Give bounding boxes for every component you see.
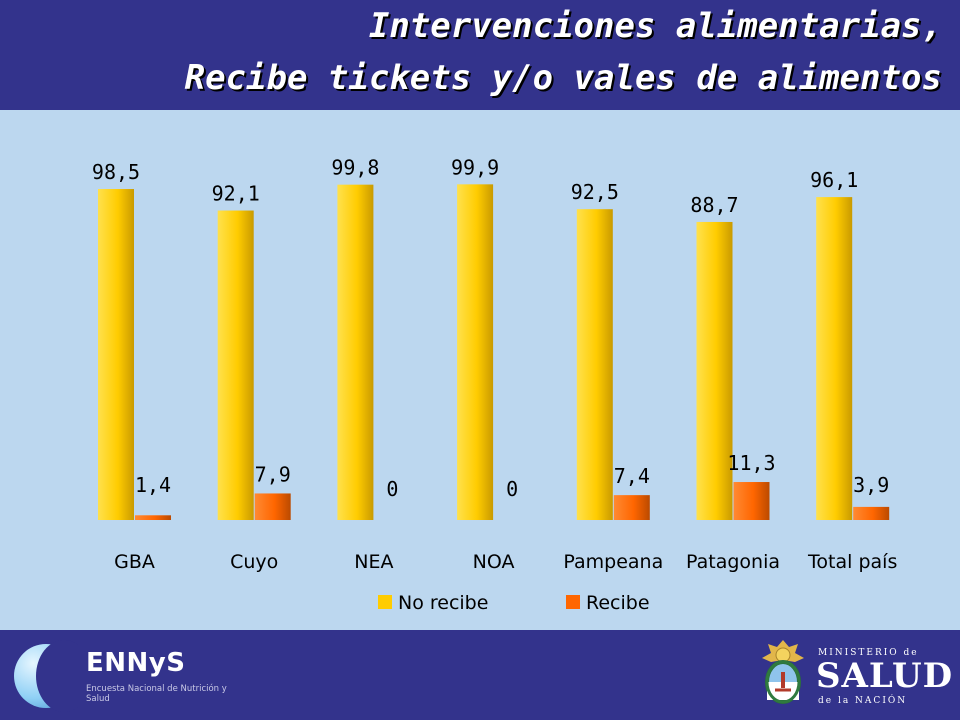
value-label-no-recibe-0: 98,5	[92, 160, 140, 184]
bar-no-recibe-1	[217, 210, 254, 520]
bars-group	[98, 184, 890, 520]
x-tick-label-0: GBA	[114, 551, 155, 573]
x-tick-labels-group: GBA Cuyo NEA NOA Pampeana Patagonia Total país	[114, 551, 897, 573]
value-label-no-recibe-1: 92,1	[212, 182, 260, 206]
value-labels-group: 98,5 1,4 92,1 7,9 99,8 0 99,9 0 92,5 7,4 88,7 11,3 9…	[92, 155, 889, 501]
value-label-recibe-3: 0	[506, 477, 518, 501]
value-label-recibe-5: 11,3	[727, 451, 775, 475]
legend-swatch-no-recibe	[378, 595, 392, 609]
bar-recibe-4	[613, 495, 650, 520]
bar-recibe-0	[135, 515, 171, 520]
value-label-recibe-1: 7,9	[255, 462, 291, 486]
legend-label-recibe: Recibe	[586, 592, 650, 614]
bar-no-recibe-3	[457, 184, 494, 520]
x-tick-label-2: NEA	[354, 551, 393, 573]
ennys-logo: ENNyS Encuesta Nacional de Nutrición y S…	[14, 640, 244, 712]
bar-recibe-5	[733, 482, 770, 520]
bar-no-recibe-6	[816, 197, 853, 520]
x-tick-label-1: Cuyo	[230, 551, 278, 573]
value-label-no-recibe-3: 99,9	[451, 155, 499, 179]
legend-label-no-recibe: No recibe	[398, 592, 488, 614]
chart-area: 98,5 1,4 92,1 7,9 99,8 0 99,9 0 92,5 7,4 88,7 11,3 9…	[0, 110, 960, 630]
bar-chart: 98,5 1,4 92,1 7,9 99,8 0 99,9 0 92,5 7,4 88,7 11,3 9…	[92, 155, 897, 614]
x-tick-label-4: Pampeana	[563, 551, 663, 573]
x-tick-label-6: Total país	[807, 551, 897, 573]
value-label-recibe-0: 1,4	[135, 473, 171, 497]
value-label-no-recibe-4: 92,5	[571, 180, 619, 204]
value-label-no-recibe-2: 99,8	[331, 156, 379, 180]
coat-of-arms-icon	[762, 640, 804, 704]
ennys-name: ENNyS	[86, 648, 186, 678]
header-band: Intervenciones alimentarias, Recibe tick…	[0, 0, 960, 110]
legend-swatch-recibe	[566, 595, 580, 609]
footer-band: ENNyS Encuesta Nacional de Nutrición y S…	[0, 630, 960, 720]
legend: No recibe Recibe	[378, 592, 650, 614]
value-label-no-recibe-5: 88,7	[690, 193, 738, 217]
ministry-top-text: MINISTERIO de	[818, 648, 919, 658]
x-tick-label-3: NOA	[473, 551, 515, 573]
ennys-subtitle: Encuesta Nacional de Nutrición y Salud	[86, 684, 227, 704]
ministry-main-text: SALUD	[816, 656, 954, 696]
value-label-recibe-4: 7,4	[614, 464, 650, 488]
value-label-recibe-6: 3,9	[853, 473, 889, 497]
ministerio-salud-logo: MINISTERIO de SALUD de la NACIÓN	[758, 636, 952, 714]
bar-no-recibe-5	[696, 221, 733, 520]
bar-recibe-6	[853, 506, 890, 520]
x-tick-label-5: Patagonia	[686, 551, 780, 573]
page-title-line-2: Recibe tickets y/o vales de alimentos	[184, 58, 942, 98]
ministry-bottom-text: de la NACIÓN	[818, 696, 908, 706]
page-title-line-1: Intervenciones alimentarias,	[368, 6, 942, 46]
value-label-recibe-2: 0	[386, 477, 398, 501]
bar-no-recibe-4	[576, 209, 613, 520]
value-label-no-recibe-6: 96,1	[810, 168, 858, 192]
bar-no-recibe-0	[98, 189, 134, 520]
bar-recibe-1	[254, 493, 291, 520]
bar-no-recibe-2	[337, 184, 374, 520]
